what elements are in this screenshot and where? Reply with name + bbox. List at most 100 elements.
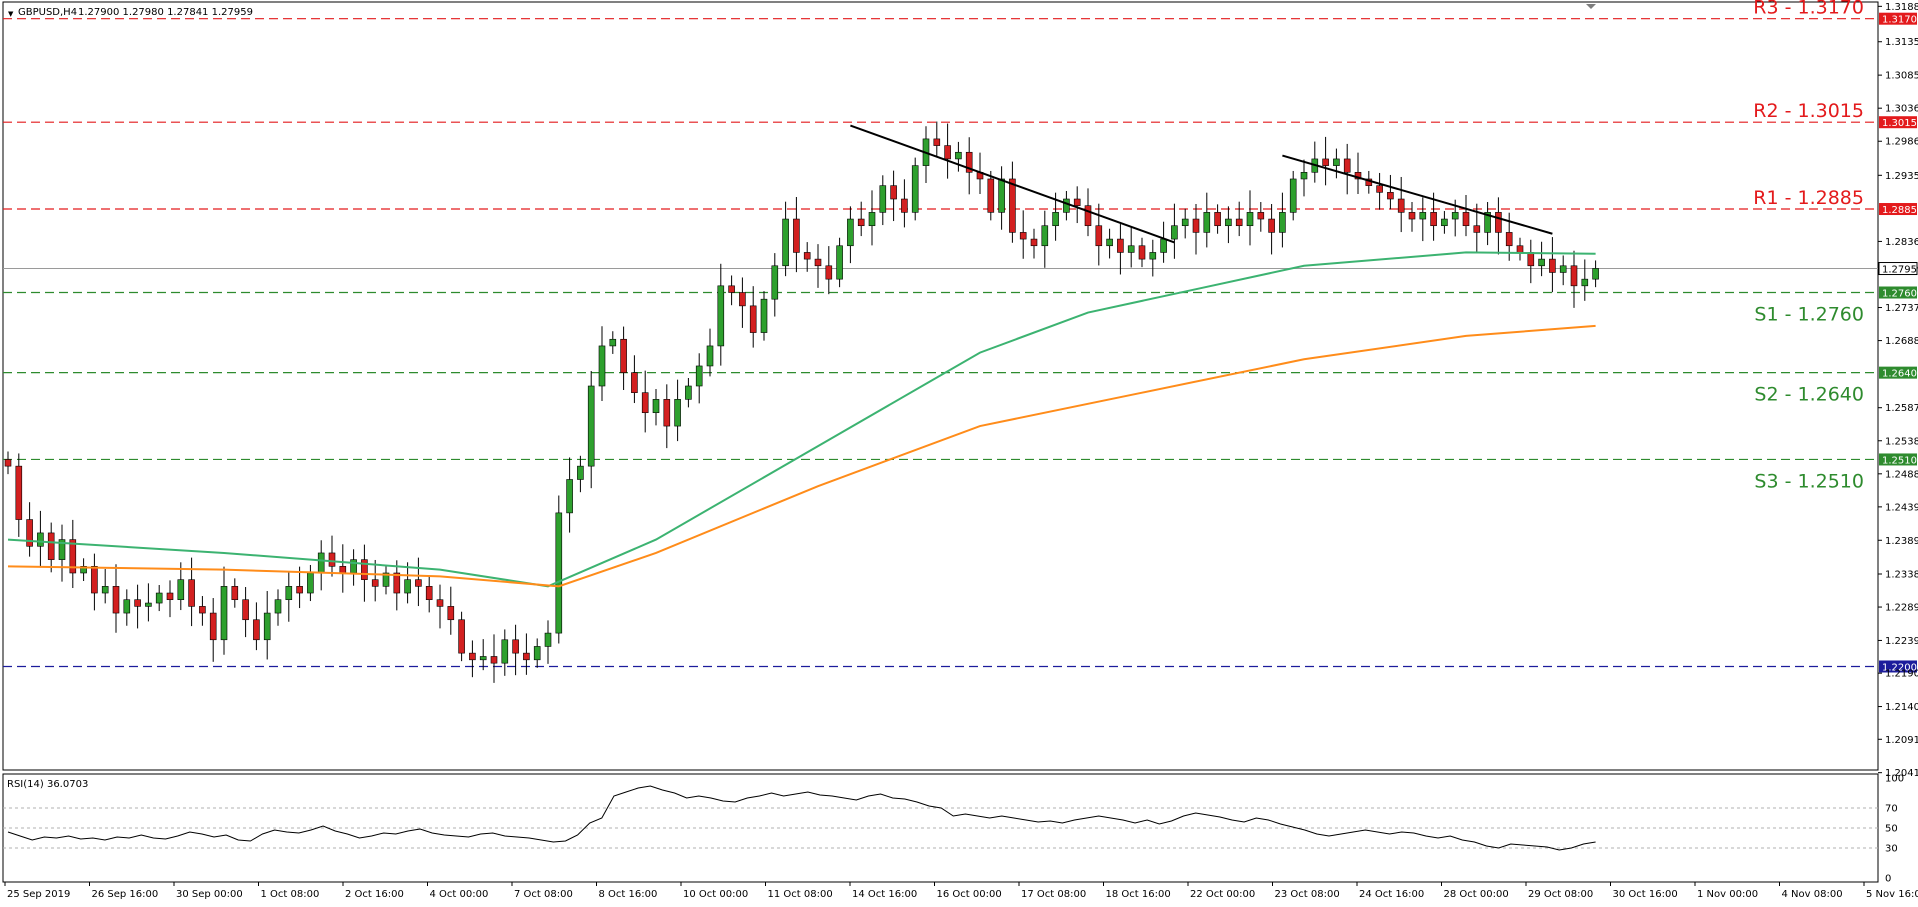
candle-body [253, 619, 260, 641]
time-tick-label: 1 Oct 08:00 [261, 889, 320, 900]
level-axis-badge [1879, 12, 1917, 25]
level-axis-label: 1.22000 [1882, 662, 1918, 673]
price-tick-label: 1.27375 [1885, 303, 1918, 314]
candle-body [814, 258, 822, 267]
price-tick-label: 1.26880 [1885, 336, 1918, 347]
level-axis-badge [1879, 366, 1917, 379]
candle-body [112, 586, 120, 614]
candle-body [188, 579, 195, 607]
candles-layer [4, 121, 1599, 683]
time-tick-label: 8 Oct 16:00 [599, 889, 658, 900]
time-tick-label: 30 Sep 00:00 [176, 889, 243, 900]
candle-body [933, 138, 941, 146]
price-tick-label: 1.20910 [1885, 735, 1918, 746]
candle-body [760, 298, 768, 333]
trendline [850, 124, 1175, 244]
level-axis-badge [1879, 660, 1917, 673]
candle-body [674, 399, 681, 427]
candle-body [771, 265, 779, 300]
candle-body [1138, 245, 1146, 260]
candle-body [566, 479, 573, 514]
candle-body [436, 599, 444, 607]
candle-body [749, 305, 757, 333]
time-axis: 25 Sep 2019 26 Sep 16:00 30 Sep 00:00 1 Oct… [4, 882, 1918, 900]
level-label: R2 - 1.3015 [1753, 100, 1864, 122]
level-axis-label: 1.26400 [1882, 369, 1918, 380]
time-tick-label: 17 Oct 08:00 [1021, 889, 1086, 900]
candle-body [328, 552, 336, 567]
candle-body [220, 586, 228, 641]
price-tick-label: 1.30855 [1885, 71, 1918, 82]
candle-body [1343, 158, 1351, 173]
candle-body [58, 539, 66, 560]
candle-body [793, 218, 800, 253]
candle-body [382, 572, 390, 587]
level-label: R1 - 1.2885 [1753, 187, 1864, 209]
price-tick-label: 1.31885 [1885, 2, 1918, 13]
candle-body [1484, 212, 1491, 233]
time-tick-label: 10 Oct 00:00 [683, 889, 748, 900]
candle-body [1171, 225, 1178, 240]
candle-body [1106, 238, 1113, 247]
candle-body [1052, 212, 1059, 227]
candle-body [1441, 218, 1448, 227]
time-tick-label: 24 Oct 16:00 [1359, 889, 1424, 900]
candle-body [652, 399, 660, 414]
candle-body [911, 165, 919, 213]
candle-body [199, 606, 206, 614]
candle-body [782, 218, 789, 267]
candle-body [1527, 252, 1535, 267]
shift-marker-icon[interactable] [1586, 4, 1596, 9]
candle-body [47, 532, 55, 560]
candle-body [317, 552, 325, 574]
rsi-tick-label: 30 [1885, 844, 1898, 855]
time-tick-label: 18 Oct 16:00 [1106, 889, 1171, 900]
candle-body [479, 656, 487, 661]
time-tick-label: 26 Sep 16:00 [92, 889, 159, 900]
price-tick-label: 1.23890 [1885, 536, 1918, 547]
rsi-line [7, 785, 1596, 851]
candle-body [1257, 212, 1265, 220]
candle-body [1549, 258, 1556, 273]
candle-body [512, 639, 519, 654]
candle-body [663, 399, 671, 427]
candle-body [825, 265, 833, 280]
candle-body [37, 532, 44, 547]
candle-body [1225, 218, 1232, 227]
price-tick-label: 1.24885 [1885, 469, 1918, 480]
ma-fast-line [7, 251, 1596, 588]
candle-body [1235, 218, 1243, 227]
candle-body [123, 599, 131, 614]
collapse-arrow-icon[interactable]: ▼ [8, 10, 14, 18]
candle-body [501, 639, 509, 664]
candle-body [1084, 205, 1092, 227]
candle-body [339, 566, 347, 574]
candle-body [1127, 245, 1135, 253]
time-tick-label: 4 Nov 08:00 [1782, 889, 1843, 900]
price-tick-label: 1.21900 [1885, 669, 1918, 680]
level-axis-badge [1879, 286, 1917, 299]
level-axis-label: 1.25100 [1882, 455, 1918, 466]
candle-body [80, 566, 87, 574]
price-tick-label: 1.29865 [1885, 137, 1918, 148]
candle-body [1516, 245, 1524, 253]
candle-body [425, 586, 433, 601]
rsi-panel: 100 70 50 30 0 [3, 774, 1904, 885]
candle-body [1505, 232, 1513, 247]
rsi-tick-label: 50 [1885, 824, 1898, 835]
candle-body [4, 459, 12, 467]
candle-body [944, 145, 951, 160]
candle-body [879, 185, 887, 213]
candle-body [857, 218, 865, 227]
candle-body [1181, 218, 1189, 227]
candle-body [1019, 232, 1027, 240]
level-axis-label: 1.27600 [1882, 289, 1918, 300]
candle-body [1419, 212, 1427, 220]
candle-body [1203, 212, 1211, 233]
candle-body [847, 218, 854, 247]
candle-body [1559, 265, 1567, 273]
trendlines-layer [850, 124, 1553, 244]
level-axis-label: 1.30150 [1882, 118, 1918, 129]
